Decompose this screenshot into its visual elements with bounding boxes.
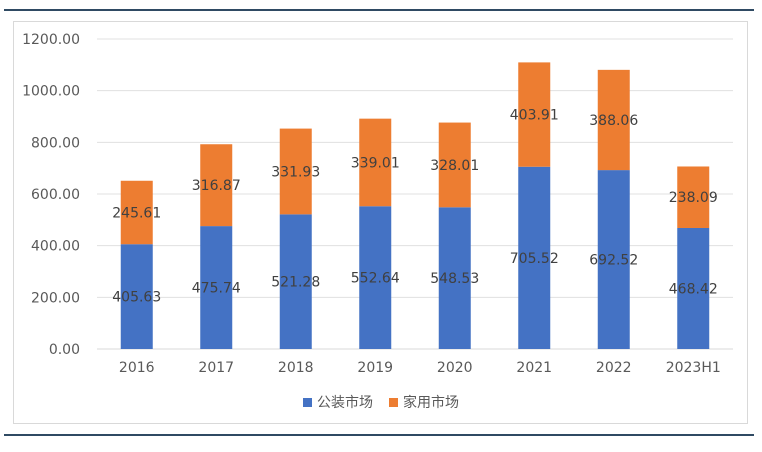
data-label: 521.28 [271, 275, 320, 291]
x-tick-label: 2019 [357, 360, 393, 376]
data-label: 475.74 [192, 281, 241, 297]
data-label: 548.53 [430, 271, 479, 287]
y-tick-label: 1200.00 [22, 32, 80, 48]
x-tick-label: 2018 [278, 360, 314, 376]
bar-segment-home [518, 62, 551, 167]
legend-swatch-home [389, 397, 398, 407]
legend-item-public: 公装市场 [303, 392, 373, 412]
y-tick-label: 1000.00 [22, 84, 80, 100]
data-label: 328.01 [430, 158, 479, 174]
x-tick-label: 2017 [198, 360, 234, 376]
bars [120, 62, 710, 349]
bottom-rule [4, 434, 754, 436]
bar-segment-public [597, 170, 630, 349]
x-tick-label: 2022 [596, 360, 632, 376]
legend-swatch-public [303, 397, 312, 407]
y-tick-label: 800.00 [31, 135, 80, 151]
bar-segment-public [359, 206, 392, 349]
bar-segment-public [120, 244, 153, 349]
bar-segment-home [200, 144, 233, 227]
x-tick-label: 2023H1 [666, 360, 721, 376]
bar-segment-home [359, 118, 392, 207]
y-tick-label: 600.00 [31, 187, 80, 203]
data-label: 468.42 [669, 281, 718, 297]
data-label: 403.91 [510, 108, 559, 124]
y-axis-ticks: 0.00 200.00 400.00 600.00 800.00 1000.00 1200.… [22, 32, 80, 358]
data-label: 339.01 [351, 155, 400, 171]
data-label: 552.64 [351, 271, 400, 287]
data-label: 238.09 [669, 190, 718, 206]
y-tick-label: 400.00 [31, 239, 80, 255]
x-tick-label: 2016 [119, 360, 155, 376]
data-labels: 405.63 245.61 475.74 316.87 521.28 331.93 552.… [112, 108, 718, 306]
x-tick-label: 2021 [516, 360, 552, 376]
data-label: 705.52 [510, 251, 559, 267]
bar-segment-public [200, 226, 233, 349]
x-axis-ticks: 2016 2017 2018 2019 2020 2021 2022 2023H1 [119, 360, 721, 376]
data-label: 388.06 [589, 113, 638, 129]
bar-segment-home [438, 122, 471, 208]
data-label: 692.52 [589, 253, 638, 269]
bar-segment-public [438, 207, 471, 349]
bar-segment-home [597, 69, 630, 171]
bar-segment-home [677, 166, 710, 228]
legend-label-public: 公装市场 [317, 395, 373, 411]
y-tick-label: 0.00 [49, 342, 80, 358]
bar-segment-home [120, 180, 153, 245]
data-label: 405.63 [112, 290, 161, 306]
legend: 公装市场 家用市场 [0, 392, 762, 412]
bar-segment-home [279, 128, 312, 215]
data-label: 316.87 [192, 178, 241, 194]
y-tick-label: 200.00 [31, 290, 80, 306]
x-tick-label: 2020 [437, 360, 473, 376]
top-rule [4, 9, 754, 11]
bar-segment-public [677, 227, 710, 349]
legend-item-home: 家用市场 [389, 392, 459, 412]
data-label: 331.93 [271, 164, 320, 180]
bar-segment-public [279, 214, 312, 349]
bar-segment-public [518, 166, 551, 349]
data-label: 245.61 [112, 205, 161, 221]
legend-label-home: 家用市场 [403, 395, 459, 411]
